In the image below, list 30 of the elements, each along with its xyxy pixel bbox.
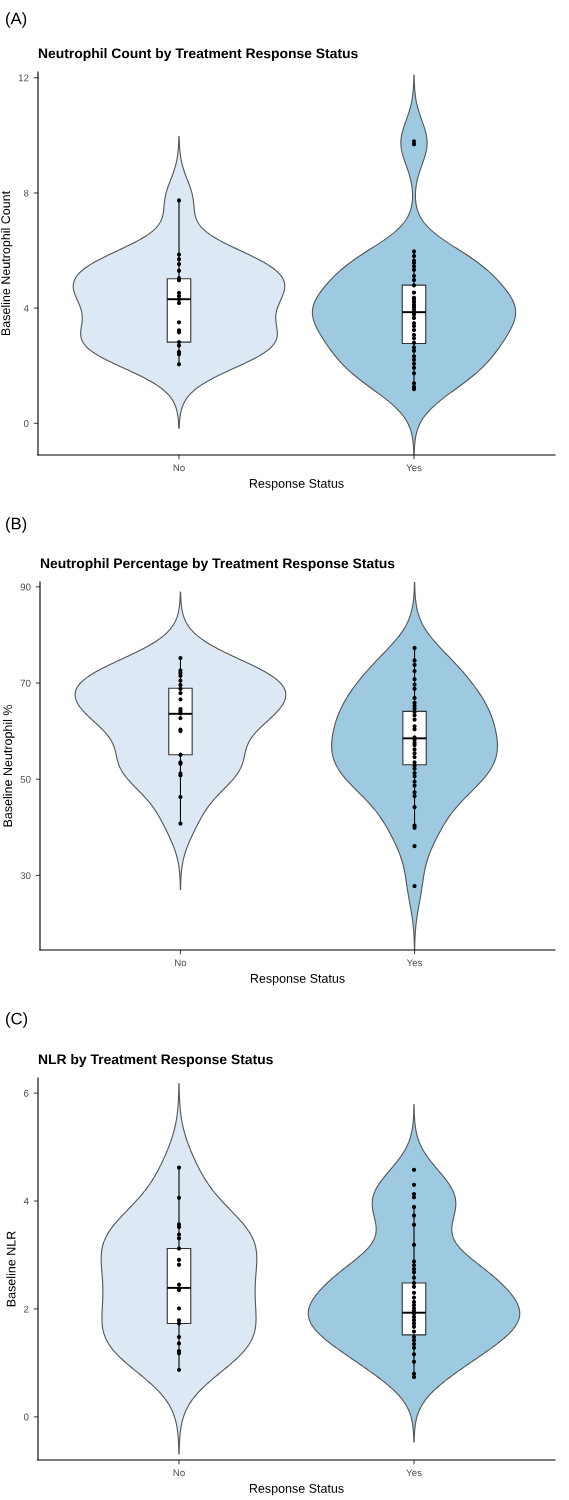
text: (B)	[6, 517, 27, 533]
x-tick-label: Yes	[406, 1469, 422, 1477]
y-tick-label: 4	[23, 1197, 29, 1205]
y-axis-title: Baseline Neutrophil %	[2, 704, 15, 827]
text: (C)	[6, 1012, 28, 1028]
y-tick-label: 12	[18, 74, 29, 82]
y-tick-label: 8	[23, 189, 29, 197]
x-axis-title: Response Status	[250, 973, 345, 986]
y-tick-label: 30	[20, 872, 31, 880]
x-tick-label: No	[173, 464, 185, 472]
y-tick-label: 50	[20, 775, 31, 783]
x-tick-label: No	[173, 1469, 185, 1477]
x-tick-label: Yes	[406, 464, 422, 472]
y-axis-title: Baseline NLR	[6, 1231, 16, 1307]
x-axis-title: Response Status	[249, 478, 344, 491]
y-tick-label: 0	[23, 420, 29, 427]
y-tick-label: 70	[20, 679, 31, 687]
chart-title: NLR by Treatment Response Status	[38, 1054, 273, 1067]
x-axis-title: Response Status	[249, 1483, 344, 1496]
y-tick-label: 0	[23, 1413, 29, 1421]
y-tick-label: 90	[20, 583, 31, 591]
y-tick-label: 4	[23, 304, 29, 312]
text: (A)	[6, 12, 27, 28]
chart-title: Neutrophil Percentage by Treatment Response Status	[40, 558, 395, 572]
x-tick-label: No	[175, 959, 187, 967]
y-axis-title: Baseline Neutrophil Count	[0, 190, 13, 336]
y-tick-label: 2	[24, 1305, 29, 1313]
y-tick-label: 6	[24, 1089, 29, 1097]
chart-title: Neutrophil Count by Treatment Response Status	[38, 48, 358, 61]
x-tick-label: Yes	[406, 959, 423, 967]
